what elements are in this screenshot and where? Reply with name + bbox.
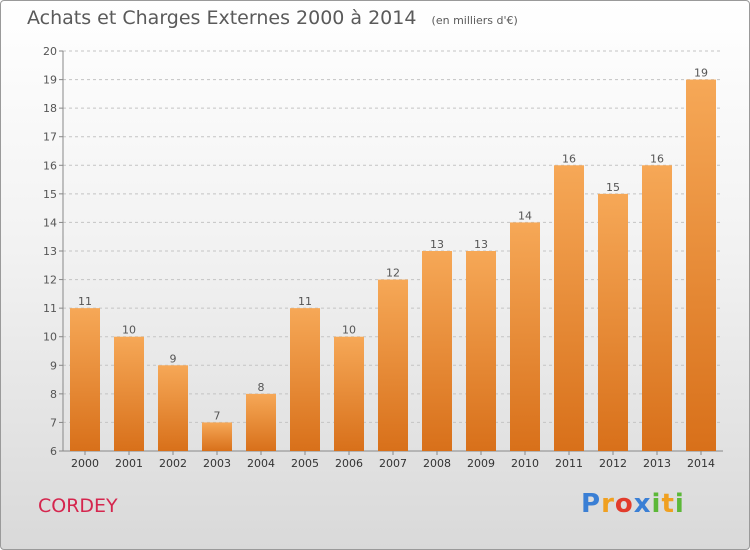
x-tick-label: 2006 xyxy=(335,457,363,470)
y-tick-label: 6 xyxy=(50,445,57,458)
bar xyxy=(70,308,100,451)
bar xyxy=(202,422,232,451)
logo-letter: x xyxy=(633,489,652,519)
x-tick-label: 2014 xyxy=(687,457,715,470)
bar xyxy=(422,251,452,451)
x-tick-label: 2000 xyxy=(71,457,99,470)
bar xyxy=(290,308,320,451)
x-tick-label: 2010 xyxy=(511,457,539,470)
chart-subtitle: (en milliers d'€) xyxy=(431,14,518,27)
x-tick-label: 2013 xyxy=(643,457,671,470)
bar-value-label: 11 xyxy=(298,295,312,308)
y-tick-label: 18 xyxy=(43,102,57,115)
bar xyxy=(114,336,144,451)
bar-value-label: 13 xyxy=(474,238,488,251)
logo-letter: o xyxy=(614,489,634,519)
y-tick-label: 11 xyxy=(43,302,57,315)
bar xyxy=(158,365,188,451)
bar-value-label: 7 xyxy=(214,409,221,422)
bar-value-label: 8 xyxy=(258,381,265,394)
bar-value-label: 19 xyxy=(694,67,708,80)
y-tick-label: 14 xyxy=(43,216,57,229)
bar-value-label: 11 xyxy=(78,295,92,308)
bar xyxy=(642,165,672,452)
commune-name: CORDEY xyxy=(38,495,118,517)
bar xyxy=(246,393,276,451)
x-tick-label: 2011 xyxy=(555,457,583,470)
bar xyxy=(378,279,408,451)
bar-value-label: 12 xyxy=(386,267,400,280)
bar-value-label: 10 xyxy=(122,324,136,337)
bar-value-label: 13 xyxy=(430,238,444,251)
bar xyxy=(686,79,716,452)
x-tick-label: 2002 xyxy=(159,457,187,470)
logo-letter: r xyxy=(601,489,615,519)
x-tick-label: 2001 xyxy=(115,457,143,470)
bar-value-label: 14 xyxy=(518,209,532,222)
bar xyxy=(554,165,584,452)
x-tick-label: 2012 xyxy=(599,457,627,470)
y-tick-label: 16 xyxy=(43,159,57,172)
x-tick-label: 2004 xyxy=(247,457,275,470)
y-tick-label: 7 xyxy=(50,416,57,429)
y-tick-label: 12 xyxy=(43,274,57,287)
bar-value-label: 9 xyxy=(170,352,177,365)
y-tick-label: 19 xyxy=(43,74,57,87)
bar xyxy=(334,336,364,451)
y-tick-label: 9 xyxy=(50,359,57,372)
logo-letter: i xyxy=(651,489,662,519)
y-tick-label: 17 xyxy=(43,131,57,144)
x-tick-label: 2003 xyxy=(203,457,231,470)
labels: 6789101112131415161718192011200010200192… xyxy=(43,45,715,470)
logo-letter: P xyxy=(581,489,602,519)
y-tick-label: 15 xyxy=(43,188,57,201)
bar-value-label: 16 xyxy=(562,152,576,165)
bar-value-label: 16 xyxy=(650,152,664,165)
x-tick-label: 2005 xyxy=(291,457,319,470)
bar xyxy=(466,251,496,451)
logo-letter: t xyxy=(661,489,675,519)
y-tick-label: 10 xyxy=(43,331,57,344)
y-tick-label: 13 xyxy=(43,245,57,258)
y-tick-label: 20 xyxy=(43,45,57,58)
bar xyxy=(510,222,540,451)
title-row: Achats et Charges Externes 2000 à 2014 (… xyxy=(27,7,518,29)
bars xyxy=(70,79,716,452)
bar-value-label: 10 xyxy=(342,324,356,337)
y-tick-label: 8 xyxy=(50,388,57,401)
x-tick-label: 2008 xyxy=(423,457,451,470)
chart-title: Achats et Charges Externes 2000 à 2014 xyxy=(27,7,417,29)
bar-value-label: 15 xyxy=(606,181,620,194)
x-tick-label: 2009 xyxy=(467,457,495,470)
proxiti-logo: Proxiti xyxy=(581,489,685,519)
bar xyxy=(598,193,628,451)
logo-letter: i xyxy=(674,489,685,519)
x-tick-label: 2007 xyxy=(379,457,407,470)
